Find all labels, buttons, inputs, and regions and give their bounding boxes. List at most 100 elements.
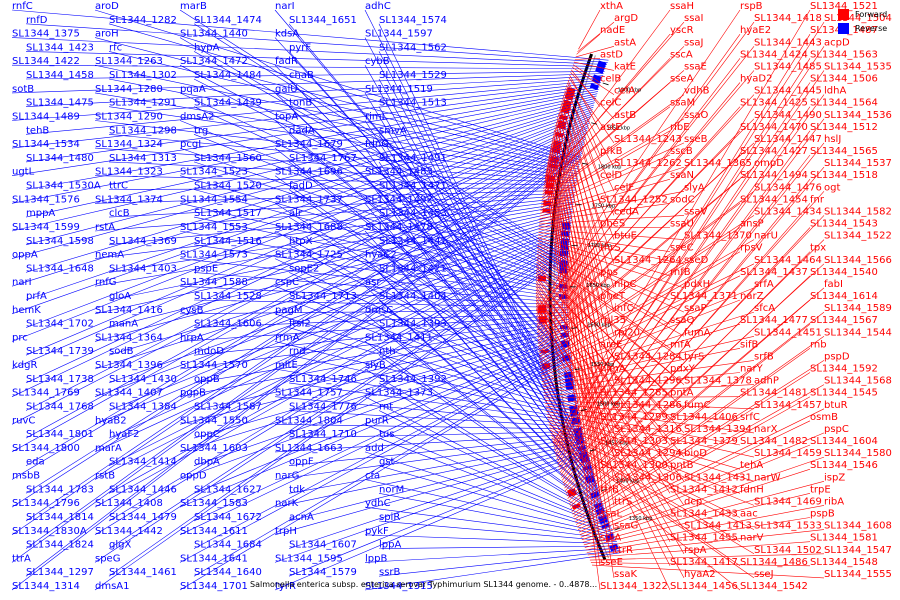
forward-gene-label: sseA [670,74,694,85]
kbp-tick [575,203,582,206]
reverse-gene-label: SL1344_1599 [12,222,80,233]
forward-gene-leader [538,191,755,353]
reverse-gene-leader [364,479,615,536]
reverse-gene-leader [94,147,577,182]
kbp-tick [589,449,596,452]
reverse-gene-leader [378,437,612,529]
forward-gene-label: SL1344_1563 [810,49,878,60]
forward-gene-leader [557,106,811,465]
forward-gene-label: SL1344_1299 [600,412,668,423]
reverse-gene-label: mppA [26,208,55,219]
forward-gene-leader [536,251,685,337]
forward-gene-label: SL1344_1464 [754,255,822,266]
reverse-gene-label: SL1344_1757 [275,388,343,399]
forward-gene-label: SL1344_1565 [810,146,878,157]
forward-gene-leader [568,77,615,144]
forward-gene-label: ssaO [684,110,709,121]
forward-gene-leader [583,481,825,546]
reverse-gene-label: SL1344_1475 [26,98,94,109]
reverse-gene-leader [25,75,604,107]
reverse-gene-label: SL1344_1702 [26,319,94,330]
forward-gene-label: btuE [614,231,637,242]
forward-gene-leader [574,58,601,60]
reverse-gene-leader [364,313,605,509]
reverse-gene-leader [193,244,569,299]
reverse-gene-label: fadR [275,56,298,67]
reverse-gene-label: SL1344_1403 [109,263,177,274]
reverse-gene-mark [589,83,599,90]
forward-gene-label: SL1344_1485 [754,61,822,72]
kbp-tick-label: 1900 kbp [618,88,642,94]
forward-gene-leader [572,64,601,83]
reverse-gene-leader [288,354,581,418]
forward-gene-label: vdhB [684,86,710,97]
forward-gene-leader [558,114,615,313]
forward-gene-label: SL1344_1413 [684,521,752,532]
reverse-gene-label: SL1344_1804 [275,415,343,426]
reverse-gene-leader [288,435,585,466]
reverse-gene-leader [25,97,597,246]
forward-gene-leader [579,432,825,535]
reverse-gene-label: SL1344_1375 [12,29,80,40]
reverse-gene-leader [108,134,578,179]
forward-gene-leader [535,305,685,579]
forward-gene-label: SL1344_1296 [614,376,682,387]
forward-gene-label: SL1344_1545 [810,388,878,399]
forward-gene-label: ssaK [614,569,638,580]
reverse-gene-leader [274,447,587,536]
reverse-gene-label: mltE [275,360,298,371]
forward-gene-leader [565,239,825,494]
forward-gene-leader [556,82,811,460]
reverse-gene-leader [378,78,593,471]
forward-gene-leader [563,93,615,216]
reverse-gene-label: SL1344_1672 [194,512,262,523]
forward-gene-leader [581,456,825,541]
reverse-gene-label: SL1344_1550 [180,415,248,426]
reverse-gene-label: SL1344_1737 [275,194,343,205]
forward-gene-leader [540,287,755,374]
forward-gene-label: xthA [600,1,623,12]
forward-gene-leader [556,122,601,349]
forward-gene-leader [538,178,741,350]
reverse-gene-label: SL1344_1746 [289,374,357,385]
reverse-gene-label: sodB [109,346,134,357]
forward-gene-label: ttrS [614,496,632,507]
forward-gene-label: SL1344_1504 [824,13,892,24]
forward-gene-leader [536,70,755,325]
reverse-gene-label: dadA [289,125,315,136]
reverse-gene-leader [288,78,574,372]
kbp-tick-label: 1800 kbp [598,165,622,171]
reverse-gene-label: SL1344_1489 [12,112,80,123]
forward-gene-label: fdnH [740,484,764,495]
reverse-gene-leader [288,449,588,549]
forward-gene-label: rspB [740,1,763,12]
reverse-gene-label: ydhC [365,498,391,509]
reverse-gene-label: rrmA [275,332,300,343]
forward-gene-leader [553,21,825,447]
forward-gene-leader [591,564,825,579]
forward-gene-label: SL1344_1481 [740,388,808,399]
reverse-gene-label: SL1344_1461 [109,567,177,578]
reverse-gene-label: SL1344_1814 [26,512,94,523]
reverse-gene-leader [274,451,588,563]
forward-gene-label: slyA [684,182,705,193]
reverse-gene-label: eda [26,457,45,468]
forward-gene-label: ssaG [614,521,638,532]
reverse-gene-label: tehB [26,125,49,136]
reverse-gene-label: asr [365,277,381,288]
reverse-gene-label: ttrC [109,181,128,192]
forward-gene-label: argD [614,13,638,24]
forward-gene-label: rpsV [740,243,763,254]
reverse-gene-leader [193,189,569,289]
reverse-gene-leader [108,187,576,190]
reverse-gene-label: topA [275,112,298,123]
forward-gene-label: trpE [810,484,831,495]
forward-gene-leader [536,253,671,349]
forward-gene-leader [577,21,615,53]
forward-gene-leader [590,562,811,567]
forward-gene-label: SL1344_1306 [614,472,682,483]
reverse-gene-label: SL1344_1520 [194,181,262,192]
reverse-gene-label: chaB [289,70,314,81]
forward-gene-label: thrS [600,243,621,254]
reverse-gene-leader [94,227,572,425]
